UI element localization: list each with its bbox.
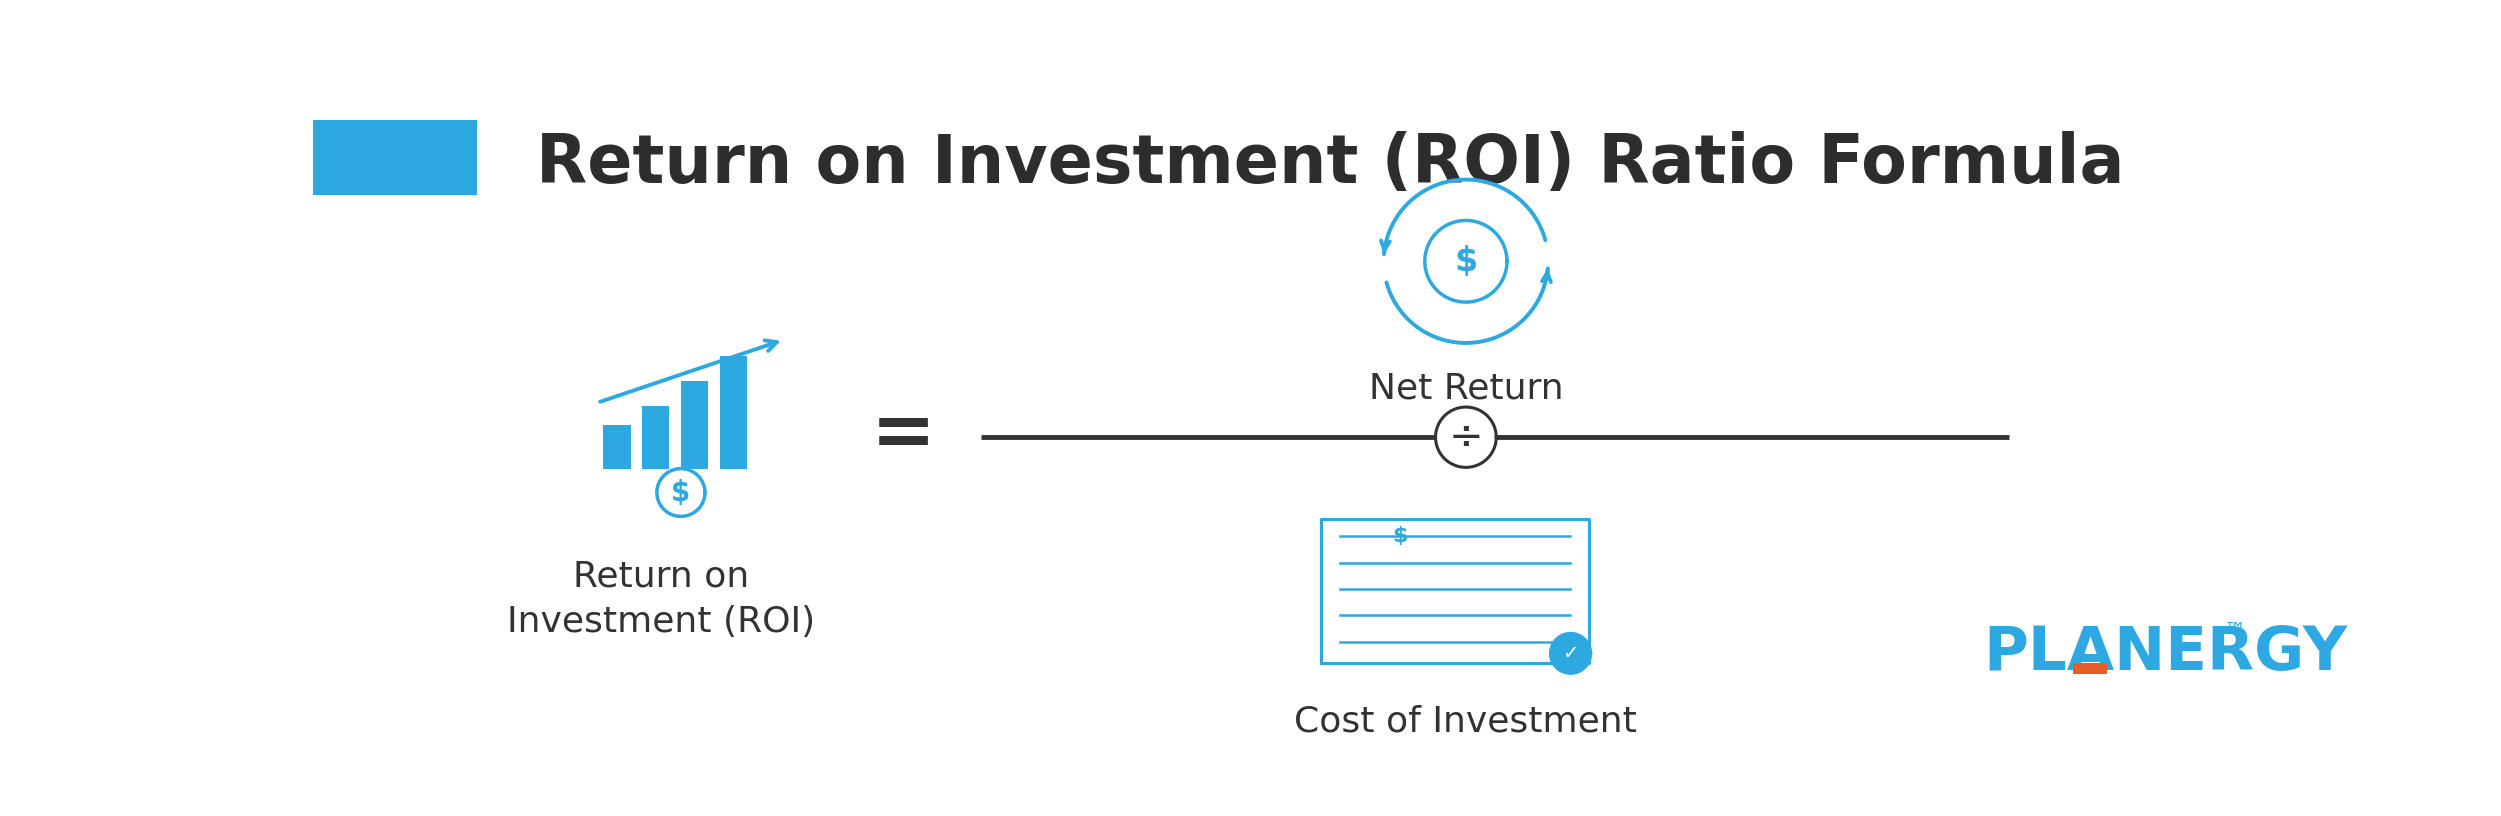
Bar — [313, 120, 478, 195]
Bar — [643, 406, 670, 468]
Text: PLANERGY: PLANERGY — [1983, 624, 2348, 684]
Bar — [680, 380, 708, 468]
Bar — [603, 424, 630, 468]
Bar — [2073, 663, 2108, 674]
Polygon shape — [658, 468, 705, 517]
Text: Net Return: Net Return — [1368, 371, 1563, 406]
Polygon shape — [1436, 407, 1496, 468]
Polygon shape — [1551, 633, 1591, 673]
Text: Return on Investment (ROI) Ratio Formula: Return on Investment (ROI) Ratio Formula — [535, 131, 2123, 197]
Text: Cost of Investment: Cost of Investment — [1296, 704, 1638, 738]
Bar — [720, 356, 748, 468]
Polygon shape — [1426, 220, 1508, 302]
Text: $: $ — [1393, 526, 1408, 546]
Text: ™: ™ — [2223, 622, 2246, 642]
Text: Return on
Investment (ROI): Return on Investment (ROI) — [508, 560, 815, 639]
Text: ÷: ÷ — [1448, 416, 1483, 459]
Text: $: $ — [1453, 245, 1478, 277]
Text: =: = — [870, 396, 935, 472]
Text: ✓: ✓ — [1563, 644, 1578, 663]
Text: $: $ — [670, 478, 690, 507]
